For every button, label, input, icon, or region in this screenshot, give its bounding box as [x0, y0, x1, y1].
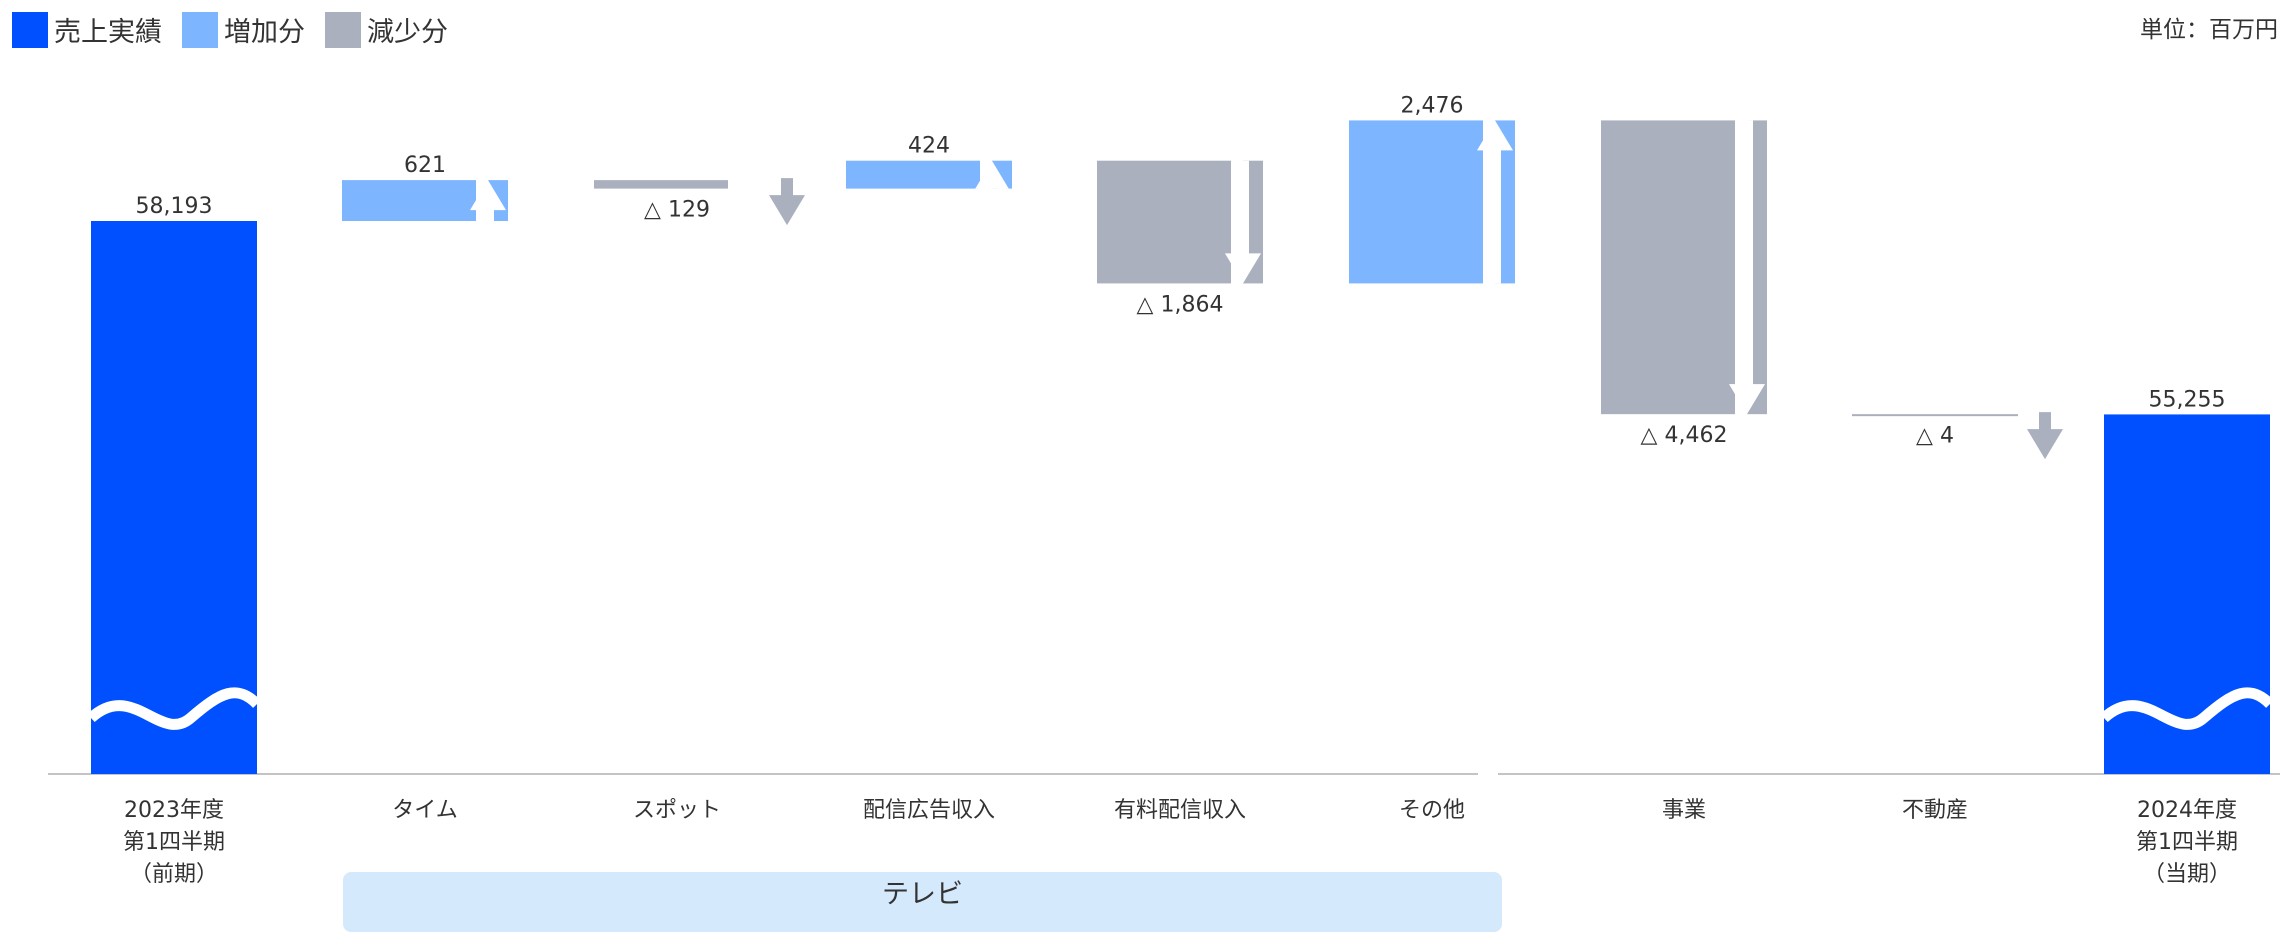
legend-item-increase: 増加分 [182, 10, 305, 49]
legend-label-sales: 売上実績 [54, 17, 162, 48]
category-label-col-0-line-1: 第1四半期 [123, 830, 225, 855]
value-label-col-3: 424 [908, 134, 950, 159]
group-label-tv: テレビ [343, 872, 1502, 932]
category-label-col-3-line-0: 配信広告収入 [863, 798, 995, 823]
legend-item-decrease: 減少分 [325, 10, 448, 49]
bar-col-2 [594, 180, 728, 189]
up-arrow-col-3 [974, 160, 1010, 191]
value-label-col-1: 621 [404, 153, 446, 178]
up-arrow-col-5 [1477, 120, 1513, 284]
category-label-col-2-line-0: スポット [633, 798, 721, 823]
down-arrow-col-7 [2027, 412, 2063, 460]
category-label-col-1-line-0: タイム [392, 798, 458, 823]
legend-label-decrease: 減少分 [367, 17, 448, 48]
category-label-col-6-line-0: 事業 [1662, 798, 1706, 823]
value-label-col-8: 55,255 [2149, 387, 2226, 412]
unit-label: 単位：百万円 [2140, 17, 2278, 43]
category-label-col-0-line-2: （前期） [130, 862, 218, 887]
down-arrow-col-2 [769, 178, 805, 226]
category-label-col-8-line-2: （当期） [2143, 862, 2231, 887]
value-label-col-0: 58,193 [136, 194, 213, 219]
category-label-col-4-line-0: 有料配信収入 [1114, 798, 1246, 823]
legend-swatch-increase [182, 11, 218, 48]
bar-col-4 [1097, 160, 1231, 284]
bar-col-7 [1852, 414, 2018, 417]
legend: 売上実績 増加分 減少分 [12, 10, 468, 49]
down-arrow-col-6 [1729, 120, 1765, 415]
up-arrow-col-1 [470, 180, 506, 221]
bar-col-5 [1349, 120, 1483, 284]
axis-break-wave-col-8 [2100, 687, 2274, 730]
category-label-col-8-line-1: 第1四半期 [2136, 830, 2238, 855]
value-label-col-4: △ 1,864 [1137, 292, 1224, 317]
bar-col-0 [91, 221, 257, 774]
legend-item-sales: 売上実績 [12, 10, 162, 49]
bar-col-8 [2104, 414, 2270, 774]
category-label-col-5-line-0: その他 [1399, 798, 1465, 823]
value-label-col-7: △ 4 [1916, 423, 1954, 448]
bar-col-1 [342, 180, 476, 221]
bar-col-6 [1601, 120, 1735, 415]
category-label-col-0-line-0: 2023年度 [124, 798, 224, 823]
category-label-col-7-line-0: 不動産 [1902, 798, 1968, 823]
value-label-col-6: △ 4,462 [1641, 423, 1728, 448]
legend-swatch-decrease [325, 11, 361, 48]
legend-swatch-sales [12, 11, 48, 48]
down-arrow-col-4 [1225, 160, 1261, 284]
value-label-col-2: △ 129 [644, 198, 710, 223]
axis-break-wave-col-0 [87, 687, 261, 730]
value-label-col-5: 2,476 [1401, 93, 1464, 118]
legend-label-increase: 増加分 [224, 17, 305, 48]
category-label-col-8-line-0: 2024年度 [2137, 798, 2237, 823]
bar-col-3 [846, 160, 980, 189]
